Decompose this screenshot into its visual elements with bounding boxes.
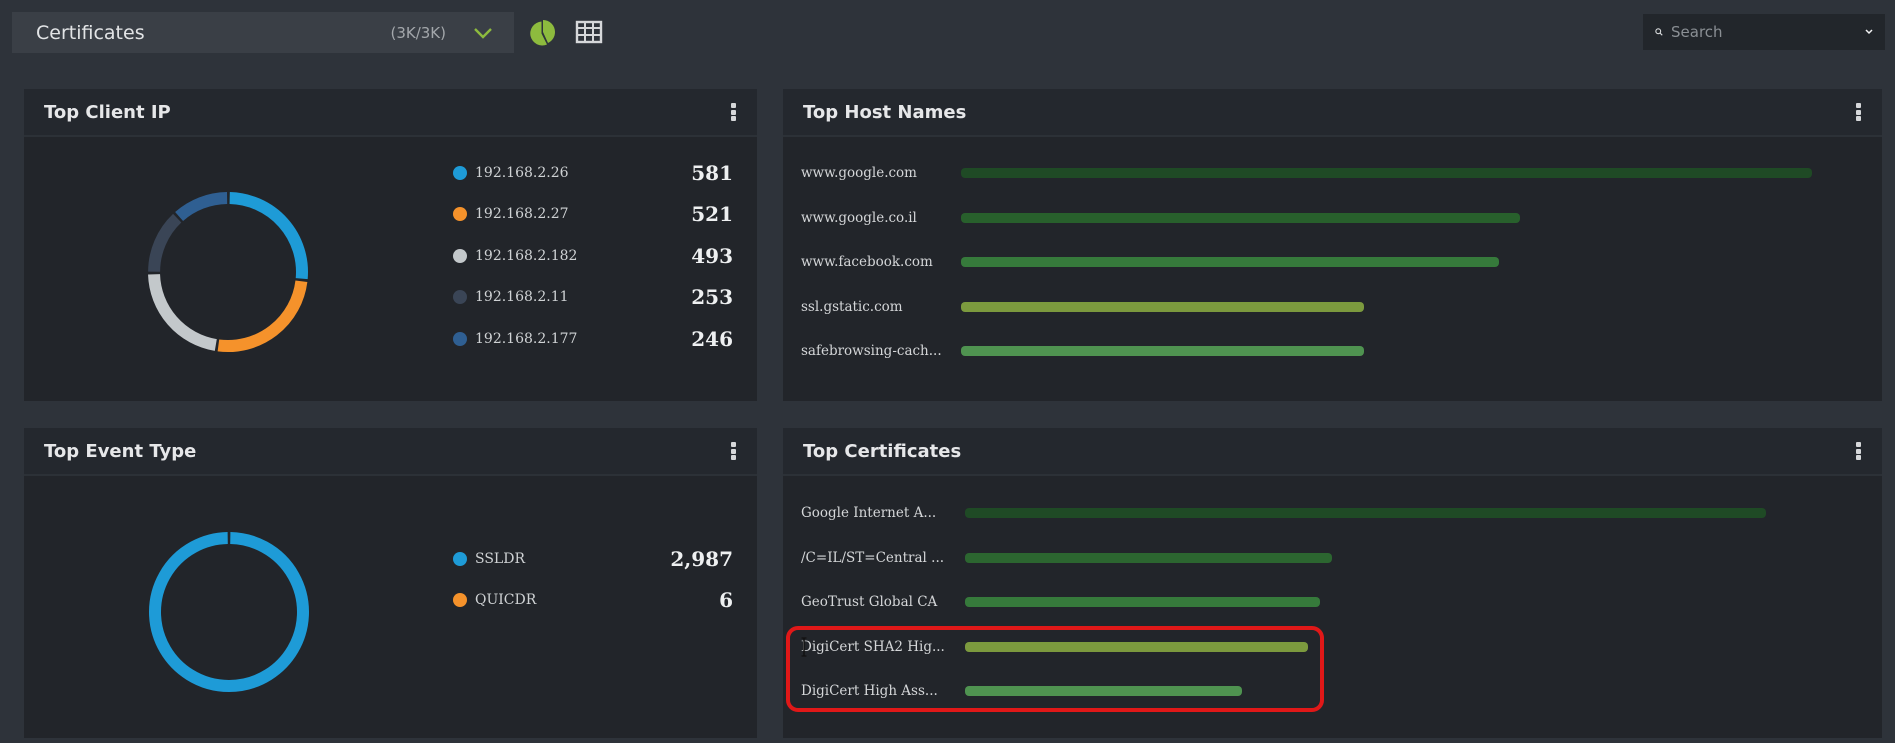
bar[interactable] bbox=[965, 552, 1332, 563]
bar-label: ssl.gstatic.com bbox=[801, 298, 903, 315]
legend-item[interactable]: 192.168.2.177 246 bbox=[453, 318, 733, 360]
dataset-title: Certificates bbox=[36, 21, 145, 44]
bar-label: GeoTrust Global CA bbox=[801, 594, 938, 611]
search-icon bbox=[1655, 28, 1663, 36]
table-grid-icon[interactable] bbox=[574, 17, 604, 47]
bar-label: www.google.com bbox=[801, 165, 917, 182]
bar-label: www.google.co.il bbox=[801, 209, 917, 226]
top-host-names-panel: Top Host Names www.google.com www.google… bbox=[783, 89, 1882, 401]
bar[interactable] bbox=[965, 597, 1320, 608]
bar-row[interactable]: GeoTrust Global CA bbox=[783, 580, 1766, 625]
panel-title: Top Host Names bbox=[803, 101, 967, 123]
legend-dot bbox=[453, 165, 467, 180]
legend-value: 2,987 bbox=[670, 546, 733, 571]
search-input[interactable] bbox=[1671, 23, 1865, 41]
legend-dot bbox=[453, 331, 467, 346]
legend-value: 253 bbox=[691, 285, 733, 310]
host-names-bar-chart: www.google.com www.google.co.il www.face… bbox=[783, 151, 1812, 374]
bar-label: www.facebook.com bbox=[801, 254, 933, 271]
bar-label: DigiCert High Ass... bbox=[801, 683, 938, 700]
bar-row[interactable]: www.google.com bbox=[783, 151, 1812, 196]
legend-dot bbox=[453, 290, 467, 305]
top-certificates-panel: Top Certificates Google Internet A... /C… bbox=[783, 428, 1882, 738]
panel-title: Top Certificates bbox=[803, 440, 962, 462]
event-type-donut-chart[interactable] bbox=[148, 531, 310, 693]
bar[interactable] bbox=[965, 641, 1308, 652]
bar-label: DigiCert SHA2 Hig... bbox=[801, 638, 945, 655]
event-type-legend: SSLDR 2,987 QUICDR 6 bbox=[453, 538, 733, 621]
legend-dot bbox=[453, 593, 467, 608]
legend-value: 581 bbox=[691, 160, 733, 185]
legend-item[interactable]: SSLDR 2,987 bbox=[453, 538, 733, 580]
bar[interactable] bbox=[961, 212, 1521, 223]
legend-value: 521 bbox=[691, 202, 733, 227]
dataset-selector[interactable]: Certificates (3K/3K) bbox=[12, 12, 514, 53]
bar-row[interactable]: /C=IL/ST=Central ... bbox=[783, 536, 1766, 581]
more-options-icon[interactable] bbox=[729, 440, 737, 462]
legend-label: SSLDR bbox=[475, 550, 525, 567]
legend-label: 192.168.2.177 bbox=[475, 330, 578, 347]
bar-row[interactable]: ssl.gstatic.com bbox=[783, 285, 1812, 330]
bar-row[interactable]: DigiCert High Ass... bbox=[783, 669, 1766, 714]
legend-label: 192.168.2.27 bbox=[475, 206, 569, 223]
legend-dot bbox=[453, 248, 467, 263]
top-client-ip-panel: Top Client IP 192.168.2.26 581 192.168.2… bbox=[24, 89, 757, 401]
legend-label: 192.168.2.182 bbox=[475, 247, 578, 264]
legend-item[interactable]: 192.168.2.27 521 bbox=[453, 194, 733, 236]
panel-title: Top Event Type bbox=[44, 440, 197, 462]
more-options-icon[interactable] bbox=[1854, 440, 1862, 462]
bar-row[interactable]: www.google.co.il bbox=[783, 196, 1812, 241]
chevron-down-icon[interactable] bbox=[1865, 26, 1873, 38]
chevron-down-icon[interactable] bbox=[472, 26, 494, 40]
bar[interactable] bbox=[961, 257, 1499, 268]
bar-label: Google Internet A... bbox=[801, 505, 937, 522]
bar-row[interactable]: Google Internet A... bbox=[783, 491, 1766, 536]
bar-row[interactable]: DigiCert SHA2 Hig... bbox=[783, 625, 1766, 670]
client-ip-donut-chart[interactable] bbox=[147, 191, 309, 353]
bar-row[interactable]: www.facebook.com bbox=[783, 240, 1812, 285]
client-ip-legend: 192.168.2.26 581 192.168.2.27 521 192.16… bbox=[453, 152, 733, 360]
panel-title: Top Client IP bbox=[44, 101, 171, 123]
legend-label: 192.168.2.11 bbox=[475, 289, 569, 306]
legend-item[interactable]: 192.168.2.26 581 bbox=[453, 152, 733, 194]
bar[interactable] bbox=[965, 508, 1766, 519]
legend-item[interactable]: 192.168.2.11 253 bbox=[453, 277, 733, 319]
legend-item[interactable]: QUICDR 6 bbox=[453, 580, 733, 622]
bar-label: /C=IL/ST=Central ... bbox=[801, 549, 945, 566]
legend-value: 6 bbox=[719, 588, 733, 613]
more-options-icon[interactable] bbox=[729, 101, 737, 123]
dataset-count: (3K/3K) bbox=[390, 23, 446, 42]
bar[interactable] bbox=[961, 301, 1365, 312]
certificates-bar-chart: Google Internet A... /C=IL/ST=Central ..… bbox=[783, 491, 1766, 714]
bar-row[interactable]: safebrowsing-cach... bbox=[783, 329, 1812, 374]
legend-label: 192.168.2.26 bbox=[475, 164, 569, 181]
legend-dot bbox=[453, 207, 467, 222]
legend-value: 493 bbox=[691, 243, 733, 268]
legend-item[interactable]: 192.168.2.182 493 bbox=[453, 235, 733, 277]
legend-label: QUICDR bbox=[475, 592, 537, 609]
legend-value: 246 bbox=[691, 326, 733, 351]
pie-chart-icon[interactable] bbox=[528, 17, 558, 47]
legend-dot bbox=[453, 551, 467, 566]
bar[interactable] bbox=[961, 168, 1812, 179]
bar[interactable] bbox=[965, 686, 1243, 697]
bar-label: safebrowsing-cach... bbox=[801, 343, 942, 360]
top-event-type-panel: Top Event Type SSLDR 2,987 QUICDR 6 bbox=[24, 428, 757, 738]
bar[interactable] bbox=[961, 346, 1365, 357]
more-options-icon[interactable] bbox=[1854, 101, 1862, 123]
search-box[interactable] bbox=[1643, 14, 1885, 50]
